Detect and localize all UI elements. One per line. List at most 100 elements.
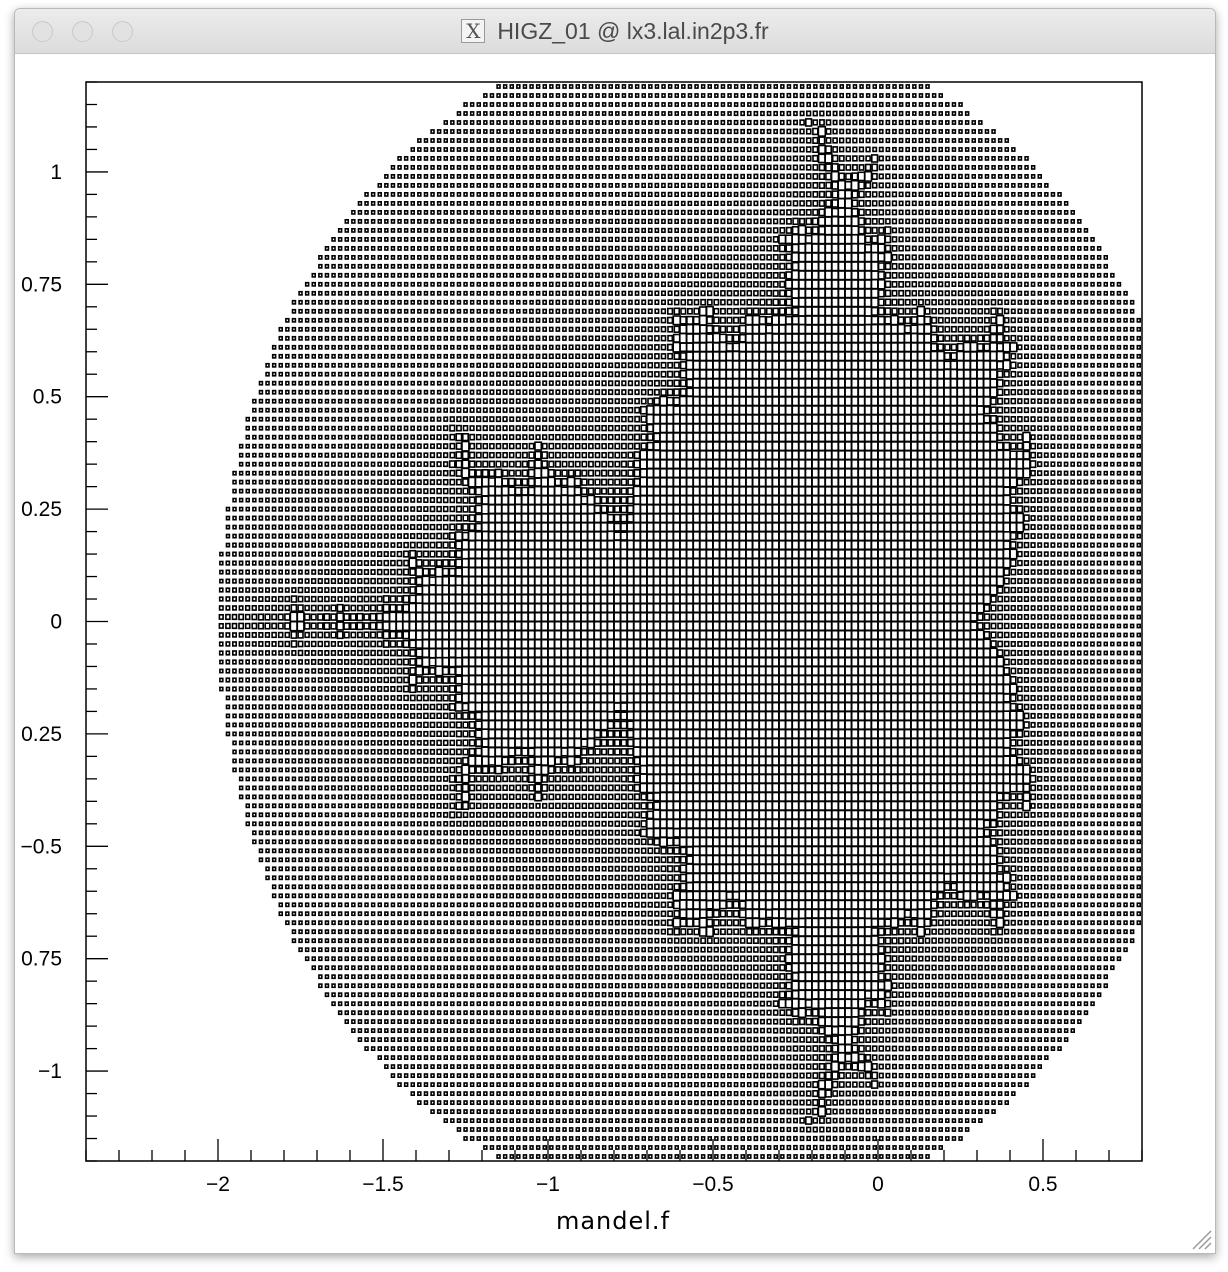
data-box bbox=[423, 1028, 429, 1034]
data-box bbox=[364, 857, 369, 863]
data-box bbox=[278, 398, 283, 404]
data-box bbox=[251, 515, 257, 521]
data-box bbox=[311, 956, 316, 962]
data-box bbox=[469, 811, 475, 818]
data-box bbox=[324, 246, 330, 251]
data-box bbox=[474, 504, 483, 514]
data-box bbox=[522, 1064, 528, 1070]
data-box bbox=[463, 192, 468, 197]
data-box bbox=[509, 1001, 514, 1007]
data-box bbox=[516, 290, 521, 296]
data-box bbox=[265, 443, 270, 449]
data-box bbox=[397, 434, 402, 440]
data-box bbox=[344, 776, 350, 782]
data-box bbox=[502, 856, 508, 863]
data-box bbox=[370, 812, 376, 818]
data-box bbox=[502, 183, 508, 188]
data-box bbox=[516, 1001, 521, 1007]
data-box bbox=[463, 1100, 468, 1106]
data-box bbox=[370, 362, 376, 368]
data-box bbox=[291, 767, 297, 773]
data-box bbox=[291, 749, 297, 755]
data-box bbox=[568, 929, 574, 935]
data-box bbox=[429, 425, 435, 431]
data-box bbox=[225, 695, 231, 701]
data-box bbox=[554, 477, 562, 487]
data-box bbox=[390, 201, 396, 206]
data-box bbox=[548, 326, 554, 332]
data-box bbox=[528, 398, 534, 404]
zoom-button[interactable] bbox=[112, 21, 133, 42]
data-box bbox=[463, 1046, 468, 1052]
data-box bbox=[265, 785, 270, 791]
plot-canvas[interactable]: −2 −1.5 −1 −0.5 0 0.5 1 0.75 0.5 0.25 0 0.25 −0.5 0.7… bbox=[15, 54, 1215, 1253]
data-box bbox=[258, 596, 264, 603]
data-box bbox=[476, 965, 481, 971]
data-box bbox=[567, 766, 575, 774]
data-box bbox=[468, 514, 476, 523]
data-box bbox=[436, 416, 442, 422]
data-box bbox=[370, 228, 376, 233]
data-box bbox=[509, 992, 514, 998]
data-box bbox=[555, 120, 561, 125]
data-box bbox=[483, 183, 488, 188]
data-box bbox=[238, 452, 244, 458]
data-box bbox=[397, 938, 402, 944]
data-box bbox=[397, 344, 402, 350]
data-box bbox=[344, 353, 349, 359]
data-box bbox=[442, 550, 449, 558]
data-box bbox=[291, 362, 297, 368]
data-box bbox=[396, 685, 403, 693]
data-box bbox=[436, 938, 442, 944]
data-box bbox=[318, 785, 323, 791]
minimize-button[interactable] bbox=[72, 21, 93, 42]
data-box bbox=[522, 344, 528, 350]
data-box bbox=[534, 783, 542, 793]
data-box bbox=[535, 416, 541, 422]
data-box bbox=[351, 353, 356, 359]
data-box bbox=[284, 488, 290, 494]
data-box bbox=[416, 541, 423, 549]
data-box bbox=[522, 237, 528, 242]
data-box bbox=[317, 604, 324, 612]
data-box bbox=[476, 102, 481, 107]
data-box bbox=[324, 722, 330, 728]
data-box bbox=[370, 821, 376, 827]
close-button[interactable] bbox=[32, 21, 53, 42]
data-box bbox=[337, 713, 343, 719]
data-box bbox=[311, 830, 316, 836]
data-box bbox=[555, 1154, 561, 1159]
data-box bbox=[403, 290, 409, 296]
data-box bbox=[344, 686, 350, 692]
data-box bbox=[370, 965, 376, 971]
data-box bbox=[482, 820, 488, 827]
data-box bbox=[304, 649, 310, 656]
data-box bbox=[258, 587, 264, 593]
data-box bbox=[423, 523, 429, 531]
data-box bbox=[489, 1073, 495, 1079]
data-box bbox=[417, 902, 422, 908]
data-box bbox=[549, 165, 554, 170]
data-box bbox=[516, 947, 521, 953]
data-box bbox=[330, 631, 337, 639]
data-box bbox=[265, 542, 270, 548]
data-box bbox=[397, 237, 402, 242]
data-box bbox=[502, 371, 508, 377]
data-box bbox=[555, 138, 561, 143]
data-box bbox=[258, 497, 264, 503]
data-box bbox=[278, 479, 283, 485]
data-box bbox=[522, 228, 528, 233]
data-box bbox=[337, 992, 343, 998]
data-box bbox=[456, 929, 462, 935]
data-box bbox=[318, 416, 323, 422]
data-box bbox=[548, 929, 554, 935]
data-box bbox=[318, 974, 323, 980]
data-box bbox=[515, 469, 522, 477]
data-box bbox=[351, 398, 356, 404]
data-box bbox=[436, 326, 442, 332]
data-box bbox=[469, 255, 475, 260]
data-box bbox=[430, 1019, 435, 1025]
data-box bbox=[304, 812, 310, 818]
data-box bbox=[396, 550, 403, 558]
title-bar[interactable]: X HIGZ_01 @ lx3.lal.in2p3.fr bbox=[15, 9, 1215, 54]
